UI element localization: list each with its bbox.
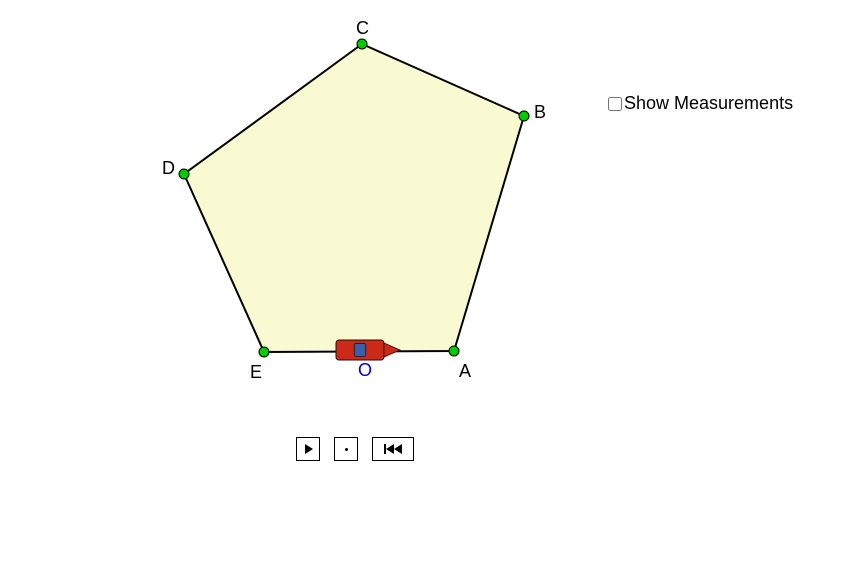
rewind-button[interactable]: [372, 437, 414, 461]
playback-controls: [296, 437, 414, 461]
origin-label: O: [358, 360, 372, 381]
vertex-a[interactable]: [449, 346, 459, 356]
play-icon: [305, 444, 313, 454]
step-button[interactable]: [334, 437, 358, 461]
show-measurements-checkbox[interactable]: [608, 97, 622, 111]
diagram-canvas: A B C D E O Show Measurements: [0, 0, 848, 565]
show-measurements-row: Show Measurements: [608, 93, 793, 114]
vertex-e[interactable]: [259, 347, 269, 357]
rewind-icon: [384, 444, 402, 454]
vertex-label-c: C: [356, 18, 369, 39]
play-button[interactable]: [296, 437, 320, 461]
vertex-label-b: B: [534, 102, 546, 123]
vertex-label-a: A: [459, 361, 471, 382]
pentagon-shape: [184, 44, 524, 352]
vertex-label-d: D: [162, 158, 175, 179]
vertex-b[interactable]: [519, 111, 529, 121]
vertex-label-e: E: [250, 362, 262, 383]
pentagon-diagram: [0, 0, 848, 565]
dot-icon: [345, 448, 348, 451]
show-measurements-label[interactable]: Show Measurements: [624, 93, 793, 114]
vertex-c[interactable]: [357, 39, 367, 49]
vertex-d[interactable]: [179, 169, 189, 179]
